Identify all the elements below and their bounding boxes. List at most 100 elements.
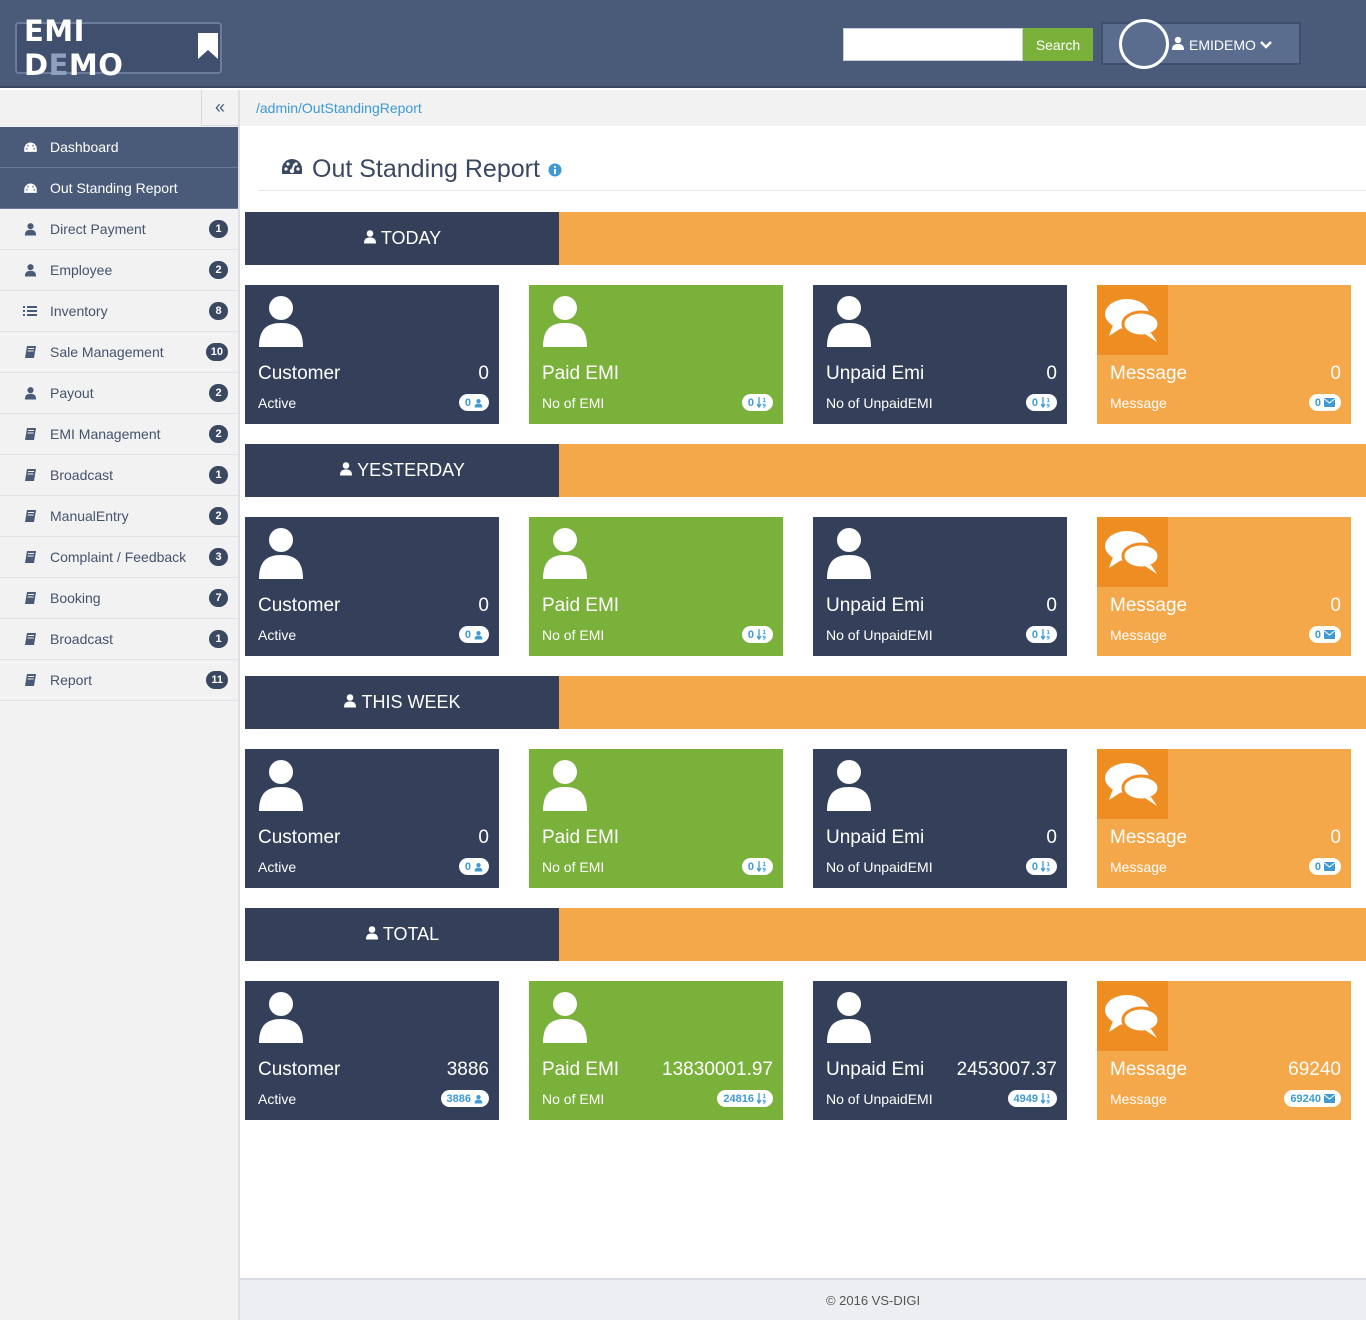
unpaid-stat-card[interactable]: Unpaid Emi 0 No of UnpaidEMI 0 1 9 bbox=[813, 517, 1067, 656]
badge-count: 4949 bbox=[1013, 1092, 1038, 1105]
card-value: 69240 bbox=[1288, 1059, 1341, 1080]
card-subtitle: No of EMI bbox=[542, 859, 605, 875]
app-logo[interactable]: EMI DEMO bbox=[15, 14, 222, 82]
card-count-badge: 0 bbox=[458, 858, 489, 875]
card-subtitle: No of EMI bbox=[542, 395, 605, 411]
count-badge: 11 bbox=[206, 671, 228, 689]
user-icon bbox=[363, 228, 377, 249]
paid-stat-card[interactable]: Paid EMI No of EMI 0 1 9 bbox=[529, 749, 783, 888]
customer-stat-card[interactable]: Customer 0 Active 0 bbox=[245, 517, 499, 656]
unpaid-stat-card[interactable]: Unpaid Emi 0 No of UnpaidEMI 0 1 9 bbox=[813, 285, 1067, 424]
card-title: Paid EMI bbox=[542, 595, 620, 616]
user-menu[interactable]: EMIDEMO bbox=[1101, 19, 1301, 69]
card-subtitle: No of EMI bbox=[542, 1091, 605, 1107]
book-icon bbox=[22, 631, 38, 647]
sidebar-item-out-standing-report[interactable]: Out Standing Report bbox=[0, 168, 238, 209]
svg-text:1: 1 bbox=[1047, 1094, 1051, 1100]
message-stat-card[interactable]: Message 0 Message 0 bbox=[1097, 285, 1351, 424]
card-value: 0 bbox=[1330, 363, 1341, 384]
message-stat-card[interactable]: Message 0 Message 0 bbox=[1097, 749, 1351, 888]
card-title: Customer bbox=[258, 1059, 341, 1080]
customer-stat-card[interactable]: Customer 0 Active 0 bbox=[245, 749, 499, 888]
svg-text:9: 9 bbox=[1047, 868, 1051, 873]
paid-stat-card[interactable]: Paid EMI No of EMI 0 1 9 bbox=[529, 517, 783, 656]
sidebar-item-broadcast[interactable]: Broadcast 1 bbox=[0, 619, 238, 660]
search-input[interactable] bbox=[843, 28, 1023, 61]
message-stat-card[interactable]: Message 69240 Message 69240 bbox=[1097, 981, 1351, 1120]
customer-stat-card[interactable]: Customer 3886 Active 3886 bbox=[245, 981, 499, 1120]
section-bar: YESTERDAY bbox=[245, 444, 1366, 497]
badge-count: 0 bbox=[1031, 396, 1038, 409]
copyright-text: © 2016 VS-DIGI bbox=[825, 1292, 921, 1308]
sidebar-item-complaint-feedback[interactable]: Complaint / Feedback 3 bbox=[0, 537, 238, 578]
card-subtitle: Active bbox=[258, 859, 297, 875]
sidebar-item-broadcast[interactable]: Broadcast 1 bbox=[0, 455, 238, 496]
card-title: Customer bbox=[258, 595, 341, 616]
user-icon bbox=[1171, 36, 1185, 53]
count-badge: 1 bbox=[209, 466, 228, 484]
chevron-down-icon bbox=[1260, 37, 1272, 53]
book-icon bbox=[22, 344, 38, 360]
sidebar-item-report[interactable]: Report 11 bbox=[0, 660, 238, 701]
sidebar-item-direct-payment[interactable]: Direct Payment 1 bbox=[0, 209, 238, 250]
badge-count: 0 bbox=[1314, 628, 1321, 641]
count-badge: 2 bbox=[209, 425, 228, 443]
card-subtitle: Message bbox=[1110, 859, 1167, 875]
card-title: Paid EMI bbox=[542, 827, 620, 848]
card-value: 3886 bbox=[446, 1059, 489, 1080]
svg-text:1: 1 bbox=[1047, 398, 1051, 404]
user-icon bbox=[474, 1094, 483, 1104]
badge-count: 0 bbox=[747, 396, 754, 409]
paid-stat-card[interactable]: Paid EMI 13830001.97 No of EMI 24816 1 9 bbox=[529, 981, 783, 1120]
sidebar-item-inventory[interactable]: Inventory 8 bbox=[0, 291, 238, 332]
user-icon bbox=[474, 630, 483, 640]
card-count-badge: 69240 bbox=[1284, 1090, 1341, 1107]
sidebar-item-label: Payout bbox=[50, 385, 94, 401]
sidebar-item-label: Broadcast bbox=[50, 467, 114, 483]
breadcrumb[interactable]: /admin/OutStandingReport bbox=[256, 100, 422, 116]
sidebar-item-payout[interactable]: Payout 2 bbox=[0, 373, 238, 414]
info-icon[interactable] bbox=[548, 155, 562, 184]
sidebar-item-booking[interactable]: Booking 7 bbox=[0, 578, 238, 619]
sidebar-item-sale-management[interactable]: Sale Management 10 bbox=[0, 332, 238, 373]
paid-stat-card[interactable]: Paid EMI No of EMI 0 1 9 bbox=[529, 285, 783, 424]
svg-text:9: 9 bbox=[763, 636, 767, 641]
card-count-badge: 24816 1 9 bbox=[717, 1090, 773, 1107]
comments-icon bbox=[1097, 517, 1168, 587]
sidebar-item-employee[interactable]: Employee 2 bbox=[0, 250, 238, 291]
book-icon bbox=[22, 467, 38, 483]
book-icon bbox=[22, 549, 38, 565]
card-subtitle: No of UnpaidEMI bbox=[826, 1091, 933, 1107]
card-value: 0 bbox=[1330, 827, 1341, 848]
sidebar-item-dashboard[interactable]: Dashboard bbox=[0, 127, 238, 168]
comments-icon bbox=[1097, 285, 1168, 355]
user-icon bbox=[541, 527, 589, 579]
sidebar-item-emi-management[interactable]: EMI Management 2 bbox=[0, 414, 238, 455]
card-value: 0 bbox=[1046, 827, 1057, 848]
avatar[interactable] bbox=[1119, 19, 1169, 69]
svg-text:1: 1 bbox=[763, 1094, 767, 1100]
card-subtitle: Message bbox=[1110, 627, 1167, 643]
card-count-badge: 0 bbox=[1308, 394, 1341, 411]
svg-text:1: 1 bbox=[1047, 630, 1051, 636]
message-stat-card[interactable]: Message 0 Message 0 bbox=[1097, 517, 1351, 656]
customer-stat-card[interactable]: Customer 0 Active 0 bbox=[245, 285, 499, 424]
svg-text:9: 9 bbox=[1047, 404, 1051, 409]
unpaid-stat-card[interactable]: Unpaid Emi 0 No of UnpaidEMI 0 1 9 bbox=[813, 749, 1067, 888]
card-title: Message bbox=[1110, 1059, 1188, 1080]
card-title: Customer bbox=[258, 363, 341, 384]
user-icon bbox=[474, 862, 483, 872]
unpaid-stat-card[interactable]: Unpaid Emi 2453007.37 No of UnpaidEMI 4949 1… bbox=[813, 981, 1067, 1120]
card-subtitle: Active bbox=[258, 395, 297, 411]
collapse-sidebar-icon[interactable]: « bbox=[201, 90, 238, 126]
sidebar-item-label: EMI Management bbox=[50, 426, 161, 442]
search-button[interactable]: Search bbox=[1023, 28, 1093, 61]
sidebar-item-manualentry[interactable]: ManualEntry 2 bbox=[0, 496, 238, 537]
section-header: TODAY bbox=[245, 212, 559, 265]
card-title: Paid EMI bbox=[542, 1059, 620, 1080]
card-title: Customer bbox=[258, 827, 341, 848]
card-value: 13830001.97 bbox=[662, 1059, 773, 1080]
